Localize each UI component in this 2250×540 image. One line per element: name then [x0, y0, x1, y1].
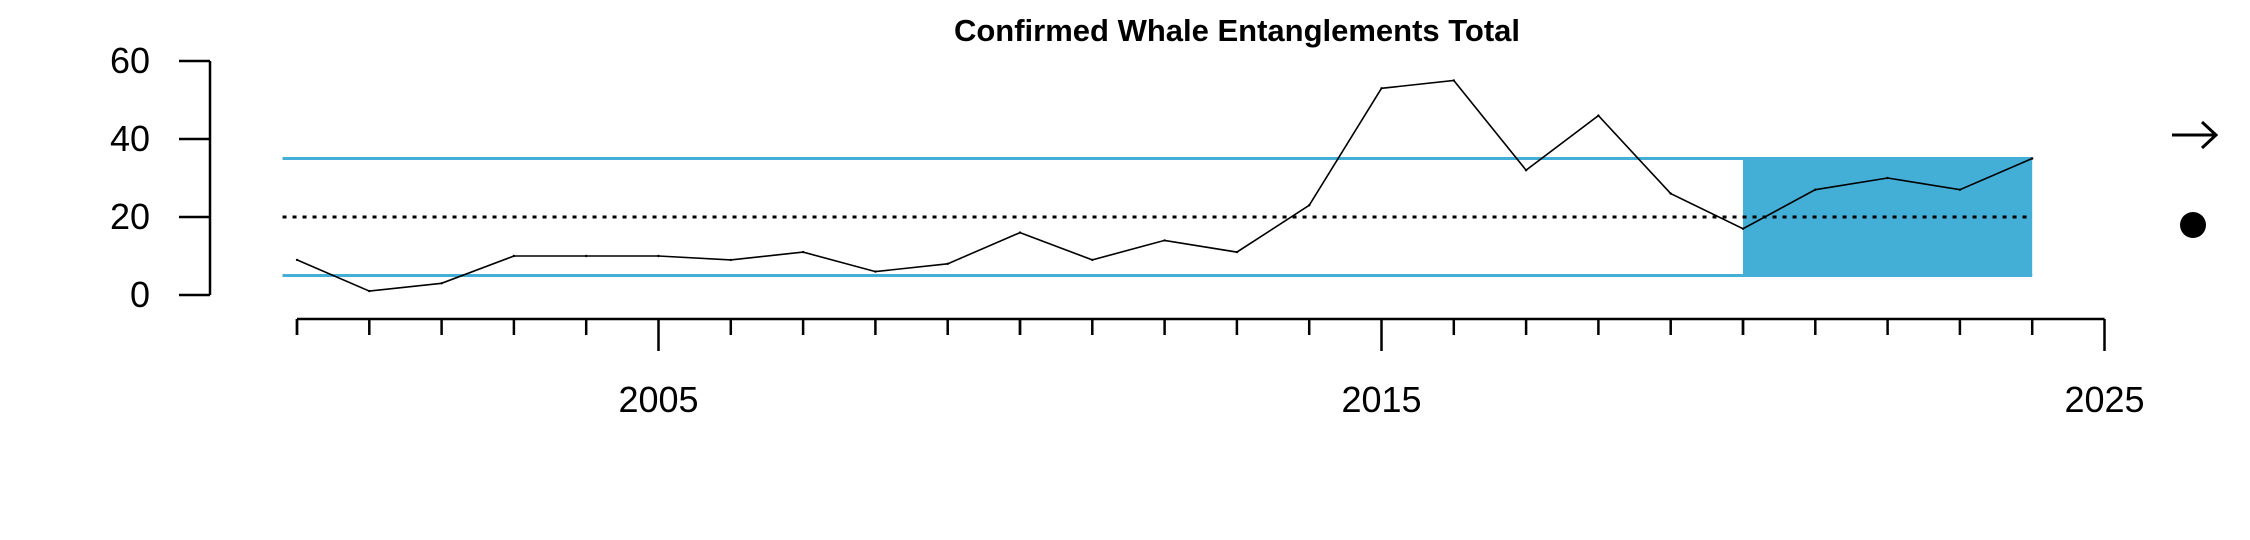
series-layer — [295, 79, 2034, 293]
data-point — [295, 258, 299, 262]
data-point — [657, 254, 660, 258]
arrow-right-icon — [2172, 120, 2219, 150]
reference-lines-layer — [282, 157, 2033, 277]
x-axis: 2005 2015 2025 — [295, 317, 2145, 420]
data-point — [1091, 258, 1094, 262]
data-point — [1597, 114, 1600, 117]
x-tick-label: 2005 — [618, 379, 698, 420]
data-point — [801, 250, 805, 254]
side-indicators — [2172, 120, 2219, 238]
data-point — [2031, 157, 2034, 160]
data-point — [368, 289, 371, 293]
data-point — [946, 262, 949, 265]
data-point — [1741, 227, 1745, 230]
y-tick-label: 40 — [110, 118, 150, 159]
x-tick-label: 2025 — [2064, 379, 2144, 420]
x-tick-label: 2015 — [1341, 379, 1421, 420]
data-point — [440, 282, 443, 285]
data-point — [1308, 204, 1311, 207]
data-point — [1524, 169, 1528, 172]
data-point — [1452, 79, 1456, 82]
data-point — [729, 258, 732, 262]
data-point — [1886, 176, 1889, 180]
y-tick-label: 60 — [110, 40, 150, 81]
data-point — [585, 254, 588, 258]
data-point — [1380, 87, 1383, 90]
data-point — [1814, 188, 1817, 191]
data-point — [1958, 188, 1962, 191]
y-tick-label: 0 — [130, 274, 150, 315]
data-point — [1669, 192, 1672, 195]
filled-circle-icon — [2180, 212, 2206, 238]
y-tick-label: 20 — [110, 196, 150, 237]
data-point — [874, 270, 877, 273]
data-point — [512, 254, 516, 258]
chart-title: Confirmed Whale Entanglements Total — [954, 13, 1520, 48]
y-axis: 0 20 40 60 — [110, 40, 212, 315]
data-point — [1235, 250, 1239, 254]
data-point — [1163, 239, 1166, 242]
data-point — [1018, 231, 1022, 234]
